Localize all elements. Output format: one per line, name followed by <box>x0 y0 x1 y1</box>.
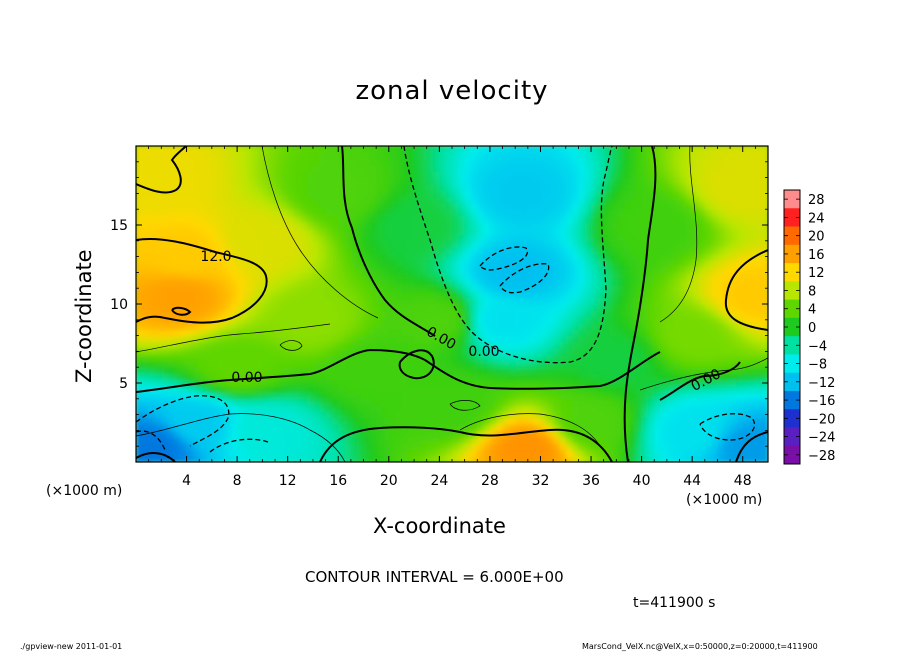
contour-thick-4 <box>623 146 657 462</box>
colorbar-swatch <box>784 445 800 465</box>
colorbar: 28 24 20 16 12 8 4 0 −4 −8 −12 −16 −20 −24 −28 <box>783 189 835 465</box>
colorbar-label: −28 <box>808 449 835 464</box>
x-tick-label: 40 <box>633 473 651 489</box>
contour-label: 12.0 <box>200 249 231 265</box>
colorbar-swatch <box>784 226 800 246</box>
colorbar-swatch <box>784 317 800 337</box>
colorbar-label: 8 <box>808 284 816 299</box>
colorbar-swatch <box>784 390 800 410</box>
x-tick-label: 20 <box>380 473 398 489</box>
contour-thin-4 <box>639 357 768 391</box>
contour-thin-1 <box>136 323 331 353</box>
contour-thick-0 <box>136 146 187 194</box>
colorbar-swatch <box>784 190 800 209</box>
colorbar-label: −8 <box>808 358 827 373</box>
contour-dashed-5 <box>699 413 756 441</box>
contour-dashed-3 <box>479 246 528 271</box>
x-unit-left: (×1000 m) <box>46 483 123 499</box>
contour-thin-3 <box>659 146 698 323</box>
colorbar-swatch <box>784 354 800 374</box>
contour-dashed-2 <box>136 430 166 451</box>
colorbar-swatch <box>784 281 800 300</box>
contour-thick-6 <box>319 426 613 462</box>
contour-thin-2 <box>136 413 346 462</box>
x-tick-label: 36 <box>582 473 600 489</box>
colorbar-label: 20 <box>808 230 825 245</box>
footer-command: ./gpview-new 2011-01-01 <box>20 642 123 651</box>
contour-dashed-4 <box>499 263 550 294</box>
y-tick-label: 10 <box>110 297 128 313</box>
colorbar-label: 16 <box>808 248 825 263</box>
colorbar-label: −20 <box>808 412 835 427</box>
contour-thick-5 <box>724 249 768 331</box>
x-tick-label: 16 <box>329 473 347 489</box>
colorbar-swatch <box>784 427 800 447</box>
contour-thick-10 <box>171 306 192 316</box>
contour-thick-8 <box>735 431 768 462</box>
y-axis-label: Z-coordinate <box>72 249 96 383</box>
contour-thin-6 <box>279 340 303 351</box>
contour-thin-7 <box>449 400 481 411</box>
contour-thick-3 <box>341 146 436 337</box>
colorbar-label: 28 <box>808 193 825 208</box>
x-axis: 4 8 12 16 20 24 28 32 36 40 44 48 <box>148 146 756 489</box>
colorbar-label: 4 <box>808 303 816 318</box>
colorbar-swatch <box>784 372 800 392</box>
colorbar-label: −12 <box>808 376 835 391</box>
x-unit-right: (×1000 m) <box>686 492 763 508</box>
chart-title: zonal velocity <box>355 76 549 106</box>
colorbar-swatch <box>784 244 800 264</box>
contour-thick-2 <box>136 348 661 393</box>
contour-thick-1 <box>136 237 268 324</box>
x-tick-label: 28 <box>481 473 499 489</box>
contour-thin-5 <box>459 413 601 447</box>
y-axis: 5 10 15 <box>110 161 768 447</box>
x-tick-label: 8 <box>233 473 242 489</box>
contour-thick-7 <box>136 452 176 462</box>
contour-interval-note: CONTOUR INTERVAL = 6.000E+00 <box>305 568 564 586</box>
x-tick-label: 4 <box>182 473 191 489</box>
colorbar-label: −4 <box>808 339 827 354</box>
x-tick-label: 12 <box>279 473 297 489</box>
x-tick-label: 48 <box>734 473 752 489</box>
colorbar-label: 24 <box>808 211 825 226</box>
contour-thin-0 <box>261 146 379 319</box>
footer-source: MarsCond_VelX.nc@VelX,x=0:50000,z=0:2000… <box>582 642 818 651</box>
colorbar-swatch <box>784 263 800 282</box>
x-axis-label: X-coordinate <box>373 514 506 538</box>
contour-thick-9 <box>398 349 435 380</box>
colorbar-swatch <box>784 336 800 355</box>
colorbar-label: −24 <box>808 431 835 446</box>
time-stamp: t=411900 s <box>633 595 716 611</box>
y-tick-label: 15 <box>110 218 128 234</box>
x-tick-label: 24 <box>430 473 448 489</box>
contour-dashed-0 <box>403 146 613 364</box>
contour-dashed-6 <box>209 438 269 453</box>
x-tick-label: 44 <box>683 473 701 489</box>
colorbar-label: 12 <box>808 266 825 281</box>
colorbar-label: 0 <box>808 321 816 336</box>
contour-label: 0.00 <box>468 344 499 360</box>
velocity-field <box>136 146 768 462</box>
colorbar-swatch <box>784 409 800 428</box>
colorbar-label: −16 <box>808 394 835 409</box>
contour-dashed-1 <box>136 395 230 447</box>
colorbar-swatch <box>784 208 800 227</box>
colorbar-swatch <box>784 299 800 319</box>
x-tick-label: 32 <box>532 473 550 489</box>
y-tick-label: 5 <box>119 376 128 392</box>
contour-thick-11 <box>659 361 741 401</box>
contour-label: 0.00 <box>231 370 262 386</box>
contour-lines <box>136 146 768 462</box>
